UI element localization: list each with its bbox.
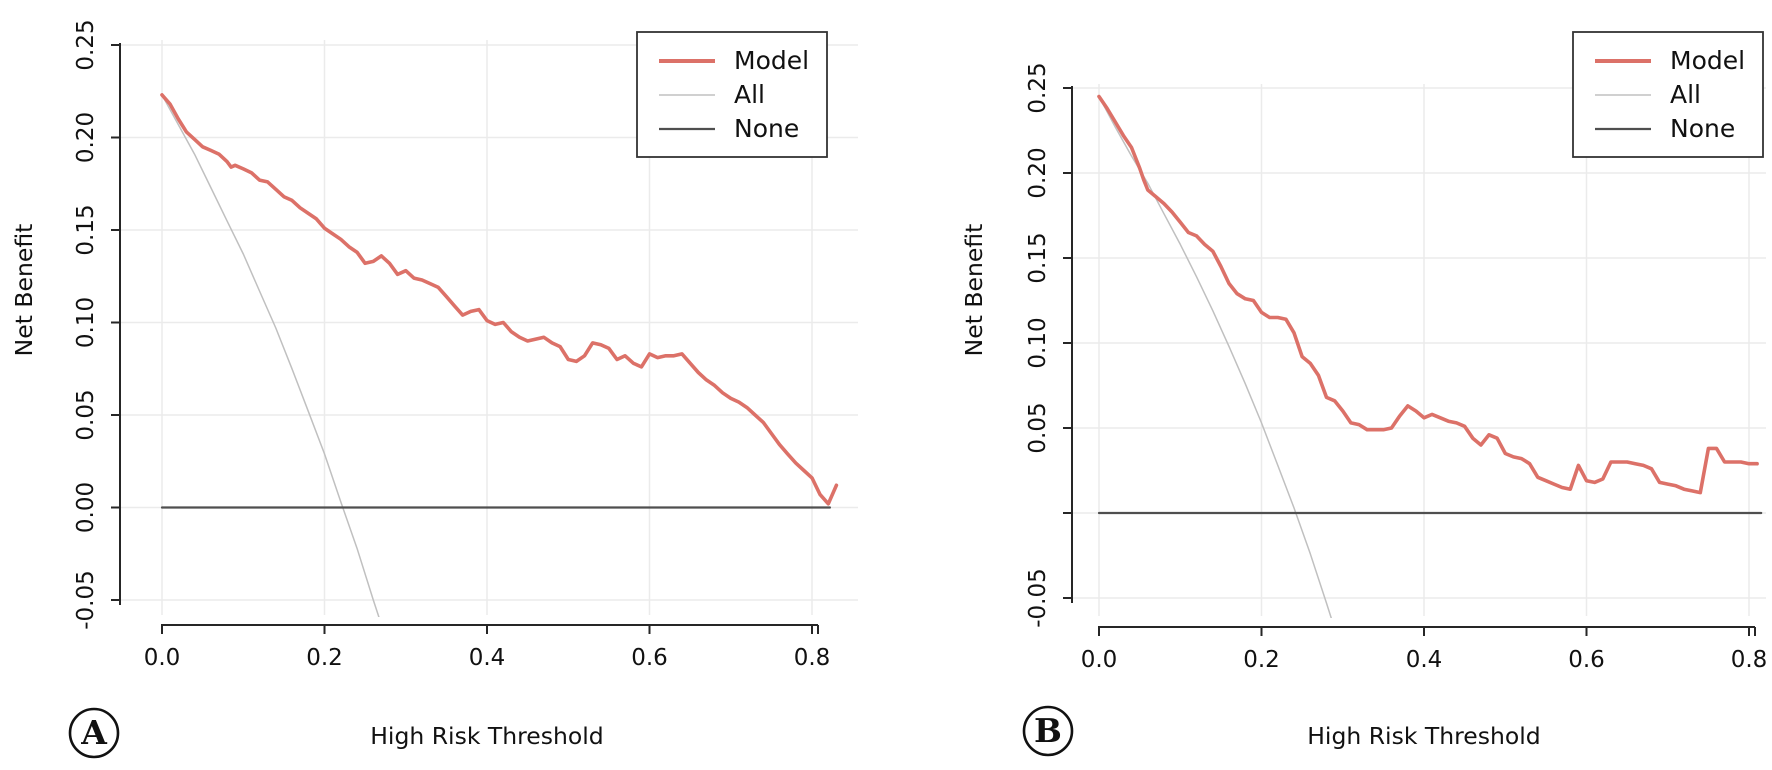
series-group bbox=[160, 93, 839, 617]
y-tick-label: 0.00 bbox=[73, 482, 99, 533]
y-axis: 0.25 0.20 0.15 0.10 0.05 0.00 -0.05 bbox=[73, 19, 121, 630]
panel-a-chart: 0.250.200.150.100.050.00-0.050.0 0.2 0.4 0.… bbox=[10, 19, 858, 759]
panel-letter-circle bbox=[68, 707, 120, 759]
y-axis: 0.25 0.20 0.15 0.10 0.05 -0.05 bbox=[1025, 62, 1073, 628]
x-tick-label: 0.8 bbox=[1731, 647, 1768, 673]
y-tick-label: -0.05 bbox=[1025, 568, 1051, 628]
legend-label-all: All bbox=[1670, 80, 1701, 109]
y-tick-label: 0.25 bbox=[1025, 62, 1051, 113]
y-tick-label: 0.05 bbox=[73, 389, 99, 440]
y-tick-label: -0.05 bbox=[73, 570, 99, 630]
legend-label-model: Model bbox=[734, 46, 809, 75]
panel-letter: A bbox=[80, 713, 107, 752]
y-tick-label: 0.05 bbox=[1025, 402, 1051, 453]
legend: Model All None bbox=[636, 31, 828, 158]
x-axis: 0.0 0.2 0.4 0.6 0.8 bbox=[144, 624, 831, 671]
x-tick-label: 0.4 bbox=[1406, 647, 1443, 673]
y-tick-label: 0.10 bbox=[1025, 317, 1051, 368]
x-tick-label: 0.6 bbox=[631, 645, 668, 671]
y-tick-label: 0.15 bbox=[73, 204, 99, 255]
series-all-line bbox=[1098, 95, 1333, 618]
series-all-line bbox=[161, 94, 380, 617]
series-model-line bbox=[1097, 94, 1759, 495]
y-axis-title: Net Benefit bbox=[960, 224, 988, 357]
legend-label-all: All bbox=[734, 80, 765, 109]
panel-label-b: B bbox=[1022, 705, 1074, 757]
y-tick-label: 0.25 bbox=[73, 19, 99, 70]
panel-b-chart: 0.25 0.20 0.15 0.10 0.05 -0.05 0.0 0.2 0.4 0.6 0.8… bbox=[960, 31, 1768, 757]
legend: Model All None bbox=[1572, 31, 1764, 158]
series-model-line bbox=[160, 93, 839, 506]
y-axis-title: Net Benefit bbox=[10, 224, 38, 357]
grid-lines bbox=[1073, 84, 1766, 616]
x-axis-title: High Risk Threshold bbox=[1307, 722, 1540, 750]
x-tick-label: 0.8 bbox=[794, 645, 831, 671]
x-tick-label: 0.6 bbox=[1568, 647, 1605, 673]
x-tick-label: 0.2 bbox=[1243, 647, 1280, 673]
y-tick-label: 0.20 bbox=[1025, 147, 1051, 198]
x-tick-label: 0.4 bbox=[469, 645, 506, 671]
panel-letter-circle bbox=[1022, 705, 1074, 757]
panel-letter: B bbox=[1034, 711, 1062, 750]
legend-label-none: None bbox=[734, 114, 799, 143]
y-tick-label: 0.10 bbox=[73, 297, 99, 348]
x-axis-title: High Risk Threshold bbox=[370, 722, 603, 750]
x-tick-label: 0.0 bbox=[1081, 647, 1118, 673]
series-group bbox=[1097, 94, 1763, 618]
legend-label-model: Model bbox=[1670, 46, 1745, 75]
legend-label-none: None bbox=[1670, 114, 1735, 143]
panel-label-a: A bbox=[68, 707, 120, 759]
x-tick-label: 0.2 bbox=[306, 645, 343, 671]
y-tick-label: 0.15 bbox=[1025, 232, 1051, 283]
y-tick-label: 0.20 bbox=[73, 112, 99, 163]
x-axis: 0.0 0.2 0.4 0.6 0.8 bbox=[1081, 626, 1768, 673]
x-tick-label: 0.0 bbox=[144, 645, 181, 671]
